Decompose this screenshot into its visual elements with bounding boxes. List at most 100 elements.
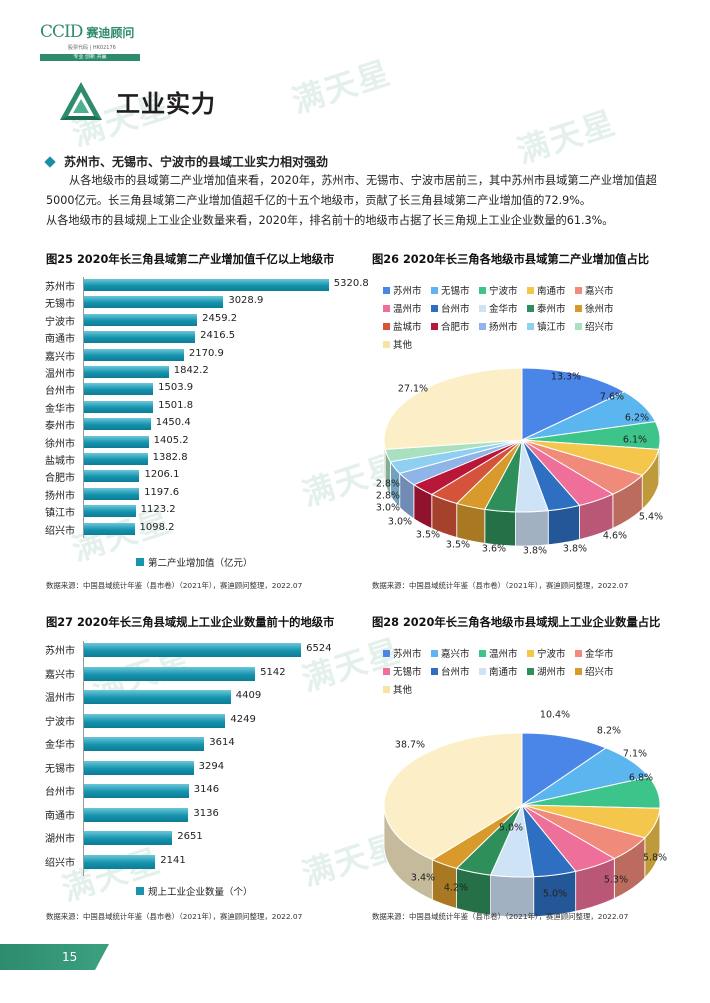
- fig26-legend-swatch: [479, 322, 486, 330]
- fig28-legend-label: 湖州市: [537, 667, 566, 678]
- fig27-bar: [84, 643, 302, 657]
- fig28-data-label: 5.0%: [498, 822, 524, 834]
- fig27-legend: 规上工业企业数量（个）: [136, 884, 253, 898]
- fig28-legend-swatch: [431, 649, 438, 657]
- fig26-legend-item: 台州市: [431, 301, 470, 315]
- fig27-category-label: 苏州市: [45, 646, 75, 657]
- fig25-value-label: 2416.5: [200, 330, 236, 342]
- logo-cn: 赛迪顾问: [86, 26, 135, 40]
- fig28-legend-item: 绍兴市: [575, 664, 614, 678]
- fig28-data-label: 5.0%: [542, 888, 568, 900]
- fig26-data-label: 3.5%: [445, 539, 471, 551]
- logo-en: CCID: [40, 22, 83, 42]
- fig28-slice: [383, 732, 523, 861]
- fig26-data-label: 3.8%: [522, 545, 548, 557]
- fig26-legend-label: 嘉兴市: [585, 286, 614, 297]
- fig27-category-label: 金华市: [45, 740, 75, 751]
- fig26-source: 数据来源：中国县域统计年鉴（县市卷）（2021年），赛迪顾问整理，2022.07: [372, 581, 629, 590]
- fig28-data-label: 3.4%: [410, 872, 436, 884]
- fig25-value-label: 1123.2: [140, 504, 176, 516]
- fig27-bar: [84, 690, 231, 704]
- fig26-data-label: 6.2%: [624, 412, 650, 424]
- subheading: 苏州市、无锡市、宁波市的县域工业实力相对强劲: [44, 153, 328, 170]
- fig26-data-label: 2.8%: [375, 478, 401, 490]
- fig25-category-label: 合肥市: [45, 473, 75, 485]
- fig25-category-label: 嘉兴市: [45, 351, 75, 363]
- fig25-category-label: 绍兴市: [45, 525, 75, 537]
- fig26-data-label: 13.3%: [550, 371, 582, 383]
- fig25-bar: [84, 522, 135, 535]
- fig25-category-label: 扬州市: [45, 490, 75, 502]
- fig28-data-label: 4.2%: [443, 882, 469, 894]
- fig25-bar: [84, 453, 148, 465]
- fig27-category-label: 绍兴市: [45, 857, 75, 869]
- fig27-value-label: 3146: [193, 784, 220, 795]
- fig26-legend-label: 合肥市: [441, 322, 470, 333]
- fig28-legend-swatch: [383, 667, 390, 675]
- fig28-data-label: 8.2%: [596, 725, 622, 737]
- fig28-pie-svg: [383, 732, 661, 918]
- fig28-source: 数据来源：中国县域统计年鉴（县市卷）（2021年），赛迪顾问整理，2022.07: [372, 912, 629, 921]
- fig27-y-axis: [83, 641, 84, 876]
- watermark: 满天星: [57, 841, 167, 909]
- fig26-legend-item: 合肥市: [431, 319, 470, 333]
- fig26-slice-side: [484, 508, 516, 547]
- fig26-legend-label: 无锡市: [441, 286, 470, 297]
- fig26-legend-item: 宁波市: [479, 283, 518, 297]
- fig25-category-label: 镇江市: [45, 508, 75, 520]
- fig26-legend-swatch: [575, 304, 582, 312]
- fig25-value-label: 1501.8: [158, 399, 194, 411]
- fig26-legend-label: 南通市: [537, 286, 566, 297]
- fig25-legend-swatch: [136, 558, 144, 566]
- fig27-category-label: 台州市: [45, 787, 75, 798]
- fig26-legend-swatch: [431, 322, 438, 330]
- fig26-data-label: 3.0%: [375, 502, 401, 514]
- fig28-legend-item: 金华市: [575, 646, 614, 660]
- watermark: 满天星: [512, 103, 622, 171]
- footer-corner: [95, 944, 109, 970]
- fig28-data-label: 10.4%: [539, 709, 571, 721]
- fig25-category-label: 宁波市: [45, 316, 75, 328]
- fig25-value-label: 1206.1: [144, 469, 180, 481]
- fig26-legend-swatch: [431, 286, 438, 294]
- fig27-category-label: 无锡市: [45, 763, 75, 775]
- fig25-legend: 第二产业增加值（亿元）: [136, 555, 253, 569]
- fig28-legend-label: 绍兴市: [585, 667, 614, 678]
- fig28-legend-item: 湖州市: [527, 664, 566, 678]
- fig26-legend-swatch: [575, 322, 582, 330]
- fig27-value-label: 4409: [235, 690, 262, 701]
- fig26-legend-swatch: [527, 304, 534, 312]
- fig25-bar: [84, 366, 169, 378]
- fig25-bar: [84, 435, 149, 448]
- fig26-data-label: 2.8%: [375, 490, 401, 502]
- fig25-bar: [84, 470, 140, 483]
- fig28-slice: [521, 732, 608, 806]
- fig25-bar: [84, 348, 184, 361]
- fig28-legend-label: 金华市: [585, 649, 614, 660]
- fig25-bar: [84, 313, 198, 326]
- fig26-legend-swatch: [527, 322, 534, 330]
- page-number: 15: [62, 950, 78, 964]
- fig27-legend-swatch: [136, 887, 144, 895]
- fig26-legend-item: 扬州市: [479, 319, 518, 333]
- fig28-legend-swatch: [575, 649, 582, 657]
- fig26-pie-svg: [383, 367, 661, 547]
- fig26-legend-item: 嘉兴市: [575, 283, 614, 297]
- fig25-title: 图25 2020年长三角县域第二产业增加值千亿以上地级市: [46, 253, 335, 266]
- fig27-value-label: 5142: [260, 666, 286, 678]
- fig26-legend-item: 金华市: [479, 301, 518, 315]
- fig27-title: 图27 2020年长三角县域规上工业企业数量前十的地级市: [46, 616, 335, 629]
- fig25-bar: [84, 296, 224, 309]
- fig27-category-label: 南通市: [45, 810, 75, 822]
- fig26-slice: [383, 367, 523, 450]
- fig26-legend-item: 南通市: [527, 283, 566, 297]
- section-title: 工业实力: [116, 89, 216, 118]
- fig27-value-label: 6524: [306, 643, 332, 654]
- fig27-category-label: 嘉兴市: [45, 669, 75, 681]
- fig25-value-label: 1197.6: [144, 486, 180, 498]
- fig25-bar: [84, 505, 136, 518]
- fig28-legend-swatch: [575, 667, 582, 675]
- fig25-value-label: 1405.2: [153, 434, 189, 446]
- fig25-category-label: 温州市: [45, 369, 75, 380]
- fig25-category-label: 台州市: [45, 386, 75, 398]
